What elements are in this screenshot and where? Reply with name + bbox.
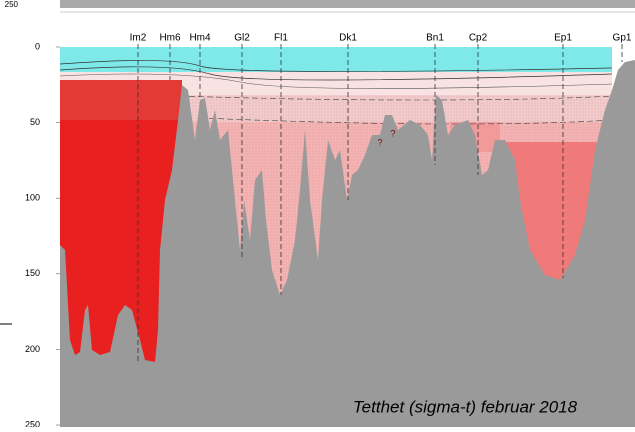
seabed bbox=[60, 60, 635, 427]
station-label: Bn1 bbox=[426, 33, 444, 44]
upper-panel-edge bbox=[60, 0, 635, 8]
y-tick-label: 250 bbox=[25, 419, 40, 427]
upper-panel-tick-label: 250 bbox=[5, 0, 19, 9]
station-label: Hm6 bbox=[159, 33, 181, 44]
station-label: Gp1 bbox=[613, 33, 632, 44]
y-tick-label: 0 bbox=[35, 41, 40, 51]
station-label: Hm4 bbox=[189, 33, 211, 44]
station-label: Im2 bbox=[130, 33, 147, 44]
layer-left-upper bbox=[60, 80, 182, 120]
y-tick-label: 50 bbox=[30, 117, 40, 127]
isopycnal bbox=[59, 60, 613, 72]
y-tick-label: 200 bbox=[25, 344, 40, 354]
station-label: Ep1 bbox=[554, 33, 572, 44]
annotation: ? bbox=[377, 137, 382, 147]
y-tick-label: 100 bbox=[25, 193, 40, 203]
station-label: Dk1 bbox=[339, 33, 357, 44]
y-tick-label: 150 bbox=[25, 268, 40, 278]
annotation: ? bbox=[390, 128, 395, 138]
isopycnal bbox=[59, 66, 613, 81]
isopycnal bbox=[179, 95, 613, 101]
station-label: Cp2 bbox=[469, 33, 488, 44]
isopycnal bbox=[59, 73, 613, 89]
station-label: Gl2 bbox=[234, 33, 250, 44]
chart-title: Tetthet (sigma-t) februar 2018 bbox=[353, 397, 578, 416]
station-label: Fl1 bbox=[274, 33, 288, 44]
